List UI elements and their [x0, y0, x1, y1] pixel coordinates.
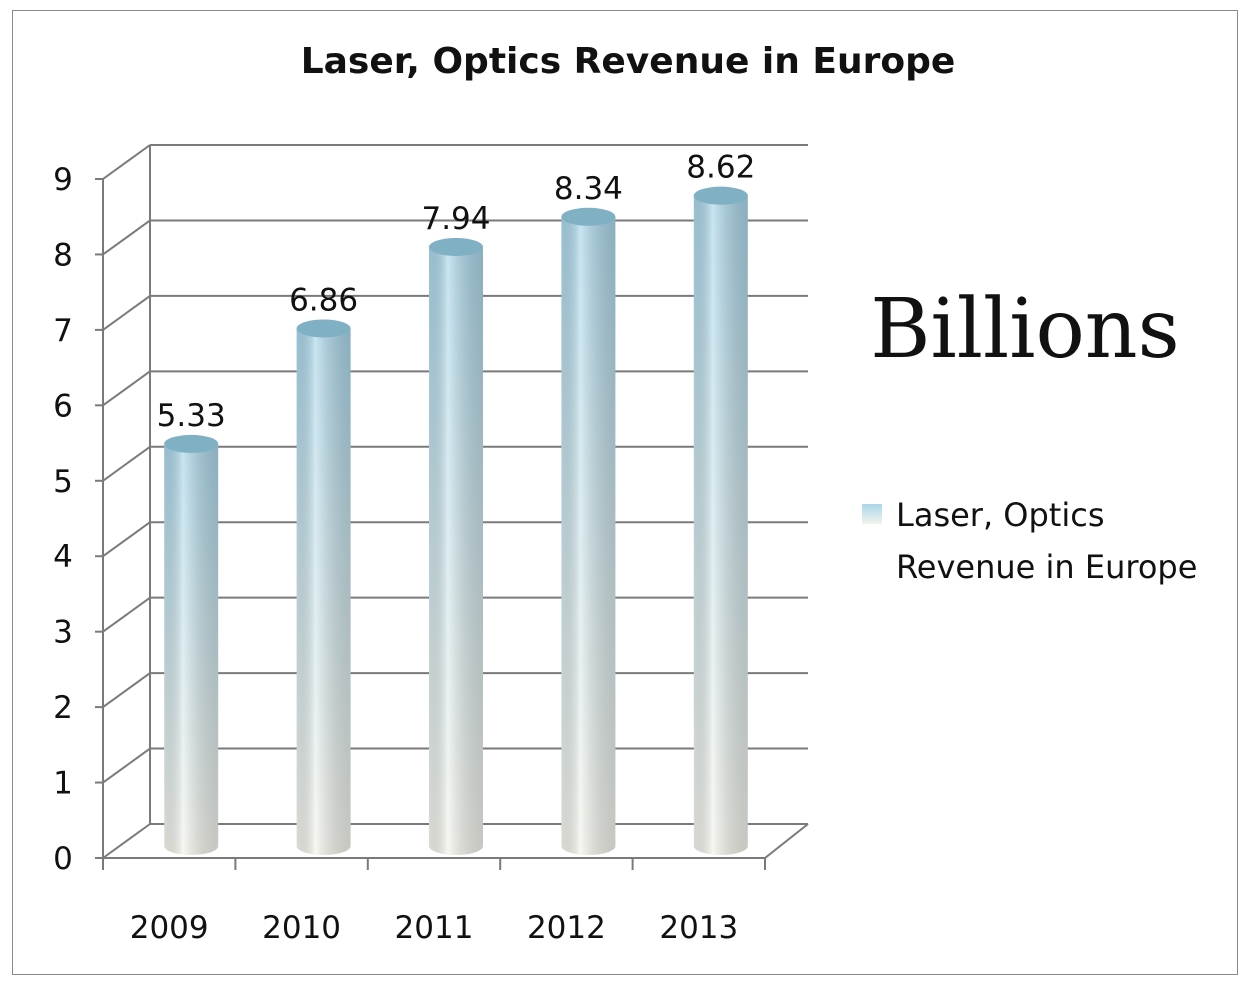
x-tick-label-2011: 2011 — [395, 910, 474, 946]
legend: Laser, Optics Revenue in Europe — [862, 496, 1197, 586]
data-label-2010: 6.86 — [289, 282, 358, 318]
data-label-2009: 5.33 — [157, 398, 226, 434]
floor-right-edge — [764, 823, 809, 859]
data-labels: 5.33 6.86 7.94 8.34 8.62 — [157, 150, 756, 434]
bar-2013 — [693, 186, 748, 855]
x-tick-label-2013: 2013 — [659, 910, 738, 946]
x-tick-label-2012: 2012 — [527, 910, 606, 946]
axes — [95, 145, 809, 870]
y-tick-label: 9 — [53, 162, 73, 198]
data-label-2012: 8.34 — [554, 171, 623, 207]
y-tick-label: 5 — [53, 464, 73, 500]
gridline — [102, 144, 808, 180]
y-tick-label: 8 — [53, 237, 73, 273]
y-tick-labels: 0 1 2 3 4 5 6 7 8 9 — [53, 162, 73, 877]
legend-swatch — [862, 504, 882, 524]
legend-label-line-2: Revenue in Europe — [896, 548, 1197, 586]
x-tick-label-2010: 2010 — [262, 910, 341, 946]
y-tick-label: 6 — [53, 388, 73, 424]
y-tick-label: 3 — [53, 615, 73, 651]
y-tick-label: 4 — [53, 539, 73, 575]
x-tick-label-2009: 2009 — [130, 910, 209, 946]
chart-title: Laser, Optics Revenue in Europe — [301, 41, 956, 82]
bars — [164, 186, 748, 855]
unit-label: Billions — [870, 282, 1179, 377]
data-label-2013: 8.62 — [686, 150, 755, 186]
bar-2009 — [164, 434, 219, 855]
y-tick-label: 1 — [53, 766, 73, 802]
bar-2011 — [429, 237, 483, 855]
bar-2010 — [296, 319, 351, 855]
y-tick-label: 2 — [53, 690, 73, 726]
x-tick-labels: 2009 2010 2011 2012 2013 — [130, 910, 739, 946]
legend-label-line-1: Laser, Optics — [896, 496, 1105, 534]
bar-2012 — [561, 207, 616, 855]
y-tick-label: 7 — [53, 313, 73, 349]
data-label-2011: 7.94 — [421, 201, 490, 237]
y-tick-label: 0 — [53, 841, 73, 877]
